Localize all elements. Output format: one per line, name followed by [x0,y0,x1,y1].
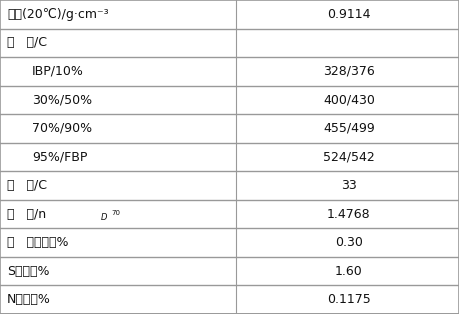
Text: 0.1175: 0.1175 [327,293,371,306]
Text: D: D [101,213,107,222]
Text: 70%/90%: 70%/90% [32,122,92,135]
Text: 凝   点/C: 凝 点/C [7,179,47,192]
Text: 馏   程/C: 馏 程/C [7,36,47,49]
Text: 33: 33 [341,179,357,192]
Text: 折   光/n: 折 光/n [7,208,46,221]
Text: 0.30: 0.30 [335,236,363,249]
Text: N，重量%: N，重量% [7,293,51,306]
Text: 0.9114: 0.9114 [327,8,370,21]
Text: 密度(20℃)/g·cm⁻³: 密度(20℃)/g·cm⁻³ [7,8,108,21]
Text: 328/376: 328/376 [323,65,375,78]
Text: 1.60: 1.60 [335,265,363,278]
Text: IBP/10%: IBP/10% [32,65,84,78]
Text: 70: 70 [111,209,120,215]
Text: 455/499: 455/499 [323,122,375,135]
Text: S，重量%: S，重量% [7,265,50,278]
Text: 95%/FBP: 95%/FBP [32,150,88,164]
Text: 残   炭，重量%: 残 炭，重量% [7,236,68,249]
Text: 524/542: 524/542 [323,150,375,164]
Text: 30%/50%: 30%/50% [32,93,92,106]
Text: 400/430: 400/430 [323,93,375,106]
Text: 1.4768: 1.4768 [327,208,371,221]
